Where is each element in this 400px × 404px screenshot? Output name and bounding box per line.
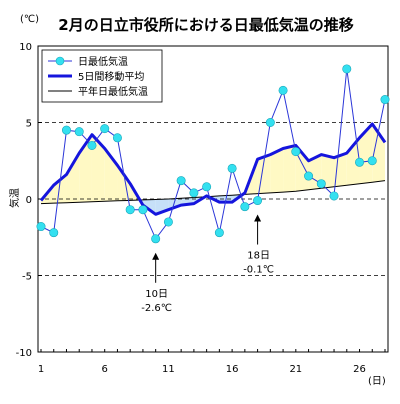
legend-label: 5日間移動平均	[78, 70, 144, 83]
data-point-daily-min	[240, 202, 250, 212]
data-point-daily-min	[316, 179, 326, 189]
annotation-value-label: -0.1℃	[243, 265, 274, 276]
data-point-daily-min	[100, 124, 110, 134]
chart-title: 2月の日立市役所における日最低気温の推移	[58, 16, 353, 34]
fill-above-normal	[270, 148, 284, 193]
data-point-daily-min	[202, 182, 212, 192]
data-point-daily-min	[87, 140, 97, 150]
series-line-daily-min	[40, 68, 386, 240]
data-point-daily-min	[227, 163, 237, 173]
x-unit-label: (日)	[368, 376, 386, 387]
legend-label: 日最低気温	[78, 55, 128, 68]
data-point-daily-min	[176, 176, 186, 186]
fill-above-normal	[79, 134, 92, 203]
data-point-daily-min	[49, 228, 59, 238]
data-point-daily-min	[112, 133, 122, 143]
data-point-daily-min	[329, 191, 339, 201]
y-tick-label: 5	[26, 119, 32, 130]
annotation-value-label: -2.6℃	[141, 303, 172, 314]
y-tick-label: 0	[26, 195, 32, 206]
data-point-daily-min	[278, 85, 288, 95]
fill-above-normal	[283, 145, 296, 193]
deviation-fills	[41, 124, 385, 215]
data-point-daily-min	[342, 64, 352, 74]
annotation-day-label: 18日	[247, 251, 270, 262]
data-point-daily-min	[380, 95, 390, 105]
data-point-daily-min	[304, 171, 314, 181]
data-point-daily-min	[163, 217, 173, 227]
annotation-arrowhead	[152, 252, 160, 260]
x-tick-label: 6	[102, 364, 108, 375]
fill-above-normal	[53, 174, 67, 204]
y-tick-label: -10	[16, 348, 32, 359]
annotations: 10日 -2.6℃ 18日 -0.1℃	[141, 214, 274, 314]
data-series	[36, 64, 390, 244]
data-point-daily-min	[74, 127, 84, 137]
fill-above-normal	[359, 124, 373, 184]
y-tick-label: 10	[19, 42, 32, 53]
data-point-daily-min	[355, 157, 365, 167]
fill-above-normal	[66, 153, 80, 203]
x-tick-label: 16	[226, 364, 239, 375]
data-point-daily-min	[265, 118, 275, 128]
data-point-daily-min	[125, 205, 135, 215]
data-point-daily-min	[61, 125, 71, 135]
data-point-daily-min	[367, 156, 377, 166]
fill-above-normal	[91, 134, 105, 202]
annotation-arrowhead	[254, 214, 262, 222]
data-point-daily-min	[214, 228, 224, 238]
y-tick-label: -5	[22, 272, 32, 283]
fill-below-normal	[168, 198, 182, 210]
annotation-day-label: 10日	[145, 289, 168, 300]
data-point-daily-min	[253, 196, 263, 206]
legend-marker-daily-min	[55, 56, 65, 66]
x-tick-label: 1	[38, 364, 44, 375]
data-point-daily-min	[291, 147, 301, 157]
data-point-daily-min	[151, 234, 161, 244]
data-point-daily-min	[189, 188, 199, 198]
data-point-daily-min	[36, 222, 46, 232]
series-line-normal	[40, 180, 386, 205]
fill-above-normal	[321, 154, 335, 189]
y-unit-label: (℃)	[20, 14, 39, 25]
y-axis-label: 気温	[8, 188, 21, 208]
x-tick-label: 26	[353, 364, 366, 375]
series-line-moving-average	[39, 122, 387, 216]
legend-label: 平年日最低気温	[78, 85, 148, 98]
x-tick-label: 21	[289, 364, 302, 375]
x-tick-label: 11	[162, 364, 175, 375]
data-point-daily-min	[138, 205, 148, 215]
